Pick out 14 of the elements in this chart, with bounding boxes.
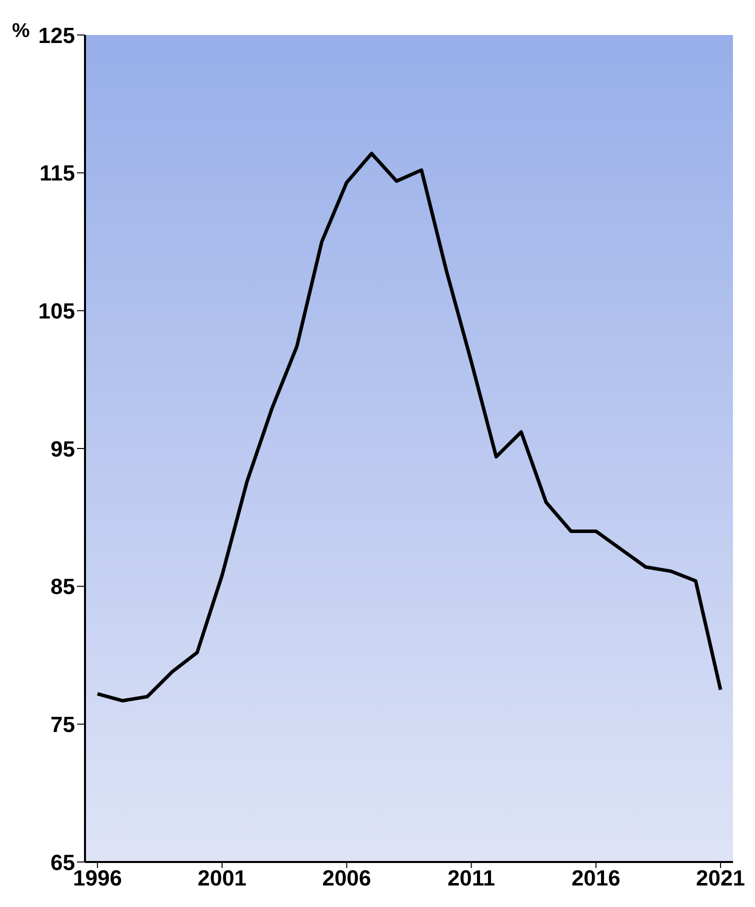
y-tick-label: 125 bbox=[38, 22, 75, 48]
y-tick-label: 65 bbox=[50, 850, 75, 875]
y-tick-label: 95 bbox=[50, 436, 75, 462]
x-tick-label: 2021 bbox=[696, 866, 746, 891]
x-tick-label: 2011 bbox=[447, 866, 496, 891]
line-series bbox=[96, 152, 722, 702]
x-tick-label: 2006 bbox=[322, 866, 372, 891]
y-tick-label: 105 bbox=[38, 298, 75, 324]
x-tick-label: 2016 bbox=[571, 866, 620, 891]
y-tick-label: 75 bbox=[50, 712, 75, 737]
x-tick-label: 2001 bbox=[198, 866, 247, 891]
y-tick-label: 85 bbox=[50, 574, 75, 600]
y-axis-title: % bbox=[12, 20, 30, 42]
y-tick-label: 115 bbox=[40, 160, 75, 186]
